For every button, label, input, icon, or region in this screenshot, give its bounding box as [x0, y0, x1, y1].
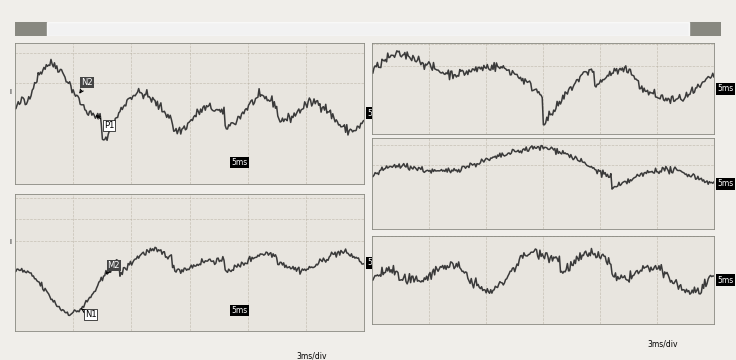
- Text: 5ms: 5ms: [718, 179, 734, 188]
- Text: N2: N2: [80, 78, 93, 93]
- Text: 5ms: 5ms: [231, 306, 248, 315]
- Text: 5ms: 5ms: [368, 258, 384, 267]
- Text: N1: N1: [81, 309, 96, 319]
- Text: I: I: [10, 239, 11, 245]
- Text: 5ms: 5ms: [368, 109, 384, 118]
- Text: 5ms: 5ms: [231, 158, 248, 167]
- Text: P1: P1: [96, 116, 114, 130]
- Text: 3ms/div: 3ms/div: [297, 352, 327, 360]
- Text: 5ms: 5ms: [718, 84, 734, 93]
- Text: 5ms: 5ms: [718, 276, 734, 285]
- Text: M2: M2: [107, 261, 120, 273]
- Text: 3ms/div: 3ms/div: [648, 340, 678, 349]
- Text: I: I: [10, 89, 11, 95]
